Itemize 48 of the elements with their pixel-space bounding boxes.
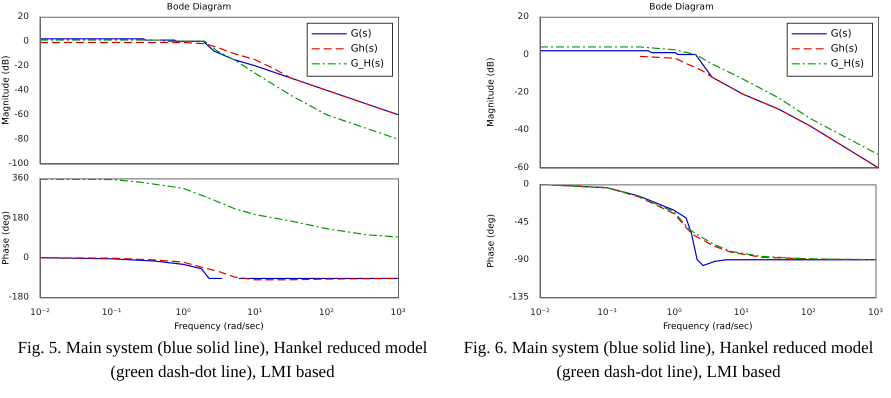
y-axis-title: Magnitude (dB) (2, 55, 12, 125)
x-tick-label: 10⁻² (30, 308, 50, 318)
y-tick-label: -60 (514, 162, 530, 173)
x-tick-label: 10⁻¹ (102, 308, 122, 318)
legend-label: G(s) (830, 28, 852, 40)
y-tick-label: -20 (514, 88, 530, 98)
legend-label: Gh(s) (830, 43, 858, 54)
x-tick-label: 10⁰ (666, 308, 682, 318)
caption: Fig. 6. Main system (blue solid line), Hankel reduced model (green dash-dot line), LMI based (462, 337, 874, 383)
legend-label: G(s) (350, 28, 372, 40)
legend-label: G_H(s) (830, 58, 864, 70)
y-tick-label: -60 (14, 110, 30, 120)
y-tick-label: -90 (514, 255, 530, 266)
legend-label: G_H(s) (350, 58, 384, 70)
y-tick-label: -20 (14, 61, 30, 72)
x-tick-label: 10⁰ (176, 308, 192, 318)
x-axis-title: Frequency (rad/sec) (174, 322, 264, 332)
y-tick-label: 0 (23, 253, 30, 264)
y-tick-label: -40 (514, 125, 530, 136)
y-tick-label: 20 (18, 12, 30, 22)
x-tick-label: 10² (318, 308, 334, 318)
x-axis-title: Frequency (rad/sec) (662, 322, 752, 332)
y-tick-label: 180 (12, 213, 30, 224)
x-tick-label: 10³ (868, 308, 884, 318)
y-axis-title: Magnitude (dB) (486, 57, 497, 127)
y-tick-label: -80 (14, 134, 30, 144)
x-tick-label: 10² (800, 308, 816, 318)
y-tick-label: -45 (514, 217, 529, 228)
x-tick-label: 10³ (390, 308, 406, 318)
x-tick-label: 10¹ (734, 308, 750, 318)
y-tick-label: 0 (23, 36, 30, 47)
y-tick-label: -180 (8, 292, 30, 303)
y-tick-label: 0 (523, 50, 530, 60)
x-tick-label: 10⁻² (530, 308, 550, 318)
y-tick-label: -135 (508, 292, 529, 303)
y-axis-title: Phase (deg) (486, 214, 497, 268)
x-tick-label: 10¹ (247, 308, 263, 318)
legend-label: Gh(s) (350, 43, 378, 54)
x-tick-label: 10⁻¹ (597, 308, 618, 318)
y-tick-label: -100 (8, 158, 30, 169)
y-tick-label: 20 (518, 12, 530, 22)
chart-title: Bode Diagram (649, 2, 714, 13)
y-tick-label: 360 (12, 174, 30, 184)
y-tick-label: -40 (14, 86, 30, 96)
chart-title: Bode Diagram (166, 2, 232, 13)
caption: Fig. 5. Main system (blue solid line), Hankel reduced model (green dash-dot line), LMI based (16, 337, 428, 383)
y-axis-title: Phase (deg) (2, 211, 12, 265)
y-tick-label: 0 (523, 180, 530, 190)
